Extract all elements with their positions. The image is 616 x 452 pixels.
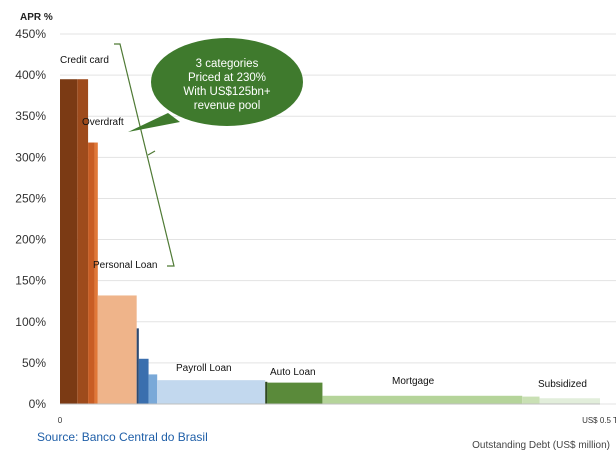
bar-subsidized: [539, 398, 600, 404]
bar-segment: [522, 396, 540, 404]
bar-credit-card: [60, 79, 78, 404]
y-tick-label: 50%: [22, 356, 46, 370]
label-mortgage: Mortgage: [392, 376, 435, 387]
bracket-tick: [147, 150, 156, 156]
y-tick-label: 200%: [15, 233, 46, 247]
callout-text-line: With US$125bn+: [183, 86, 271, 98]
label-auto-loan: Auto Loan: [270, 367, 316, 378]
callout-text-line: revenue pool: [194, 100, 261, 112]
source-note: Source: Banco Central do Brasil: [37, 430, 208, 444]
y-tick-label: 400%: [15, 68, 46, 82]
bar-segment: [136, 328, 139, 404]
bar-segment: [77, 79, 89, 404]
y-tick-label: 300%: [15, 150, 46, 164]
callout-text-line: Priced at 230%: [188, 72, 266, 84]
bar-auto-loan: [267, 382, 323, 404]
y-tick-label: 150%: [15, 274, 46, 288]
y-tick-label: 0%: [29, 397, 47, 411]
label-credit-card: Credit card: [60, 55, 109, 66]
bar-payroll-loan: [157, 380, 266, 404]
y-tick-label: 450%: [15, 27, 46, 41]
x-tick-label: 0: [58, 416, 63, 425]
y-tick-label: 100%: [15, 315, 46, 329]
x-tick-label: US$ 0.5 T: [582, 416, 616, 425]
label-payroll-loan: Payroll Loan: [176, 363, 232, 374]
callout-tail: [128, 113, 180, 132]
bar-overdraft: [88, 142, 95, 405]
y-tick-label: 350%: [15, 109, 46, 123]
bar-personal-loan: [97, 295, 137, 404]
bar-mortgage: [322, 395, 523, 404]
label-overdraft: Overdraft: [82, 117, 124, 128]
bar-segment: [94, 142, 98, 405]
bar-segment: [148, 374, 158, 404]
bar-segment: [138, 358, 149, 404]
x-axis-title: Outstanding Debt (US$ million): [472, 440, 610, 451]
callout-text-line: 3 categories: [196, 58, 259, 70]
y-axis-title: APR %: [20, 12, 53, 23]
bar-segment: [265, 381, 268, 404]
label-personal-loan: Personal Loan: [93, 260, 158, 271]
bracket-annotation: [114, 43, 175, 267]
callout-bubble: [151, 38, 303, 126]
label-subsidized: Subsidized: [538, 379, 587, 390]
y-tick-label: 250%: [15, 191, 46, 205]
